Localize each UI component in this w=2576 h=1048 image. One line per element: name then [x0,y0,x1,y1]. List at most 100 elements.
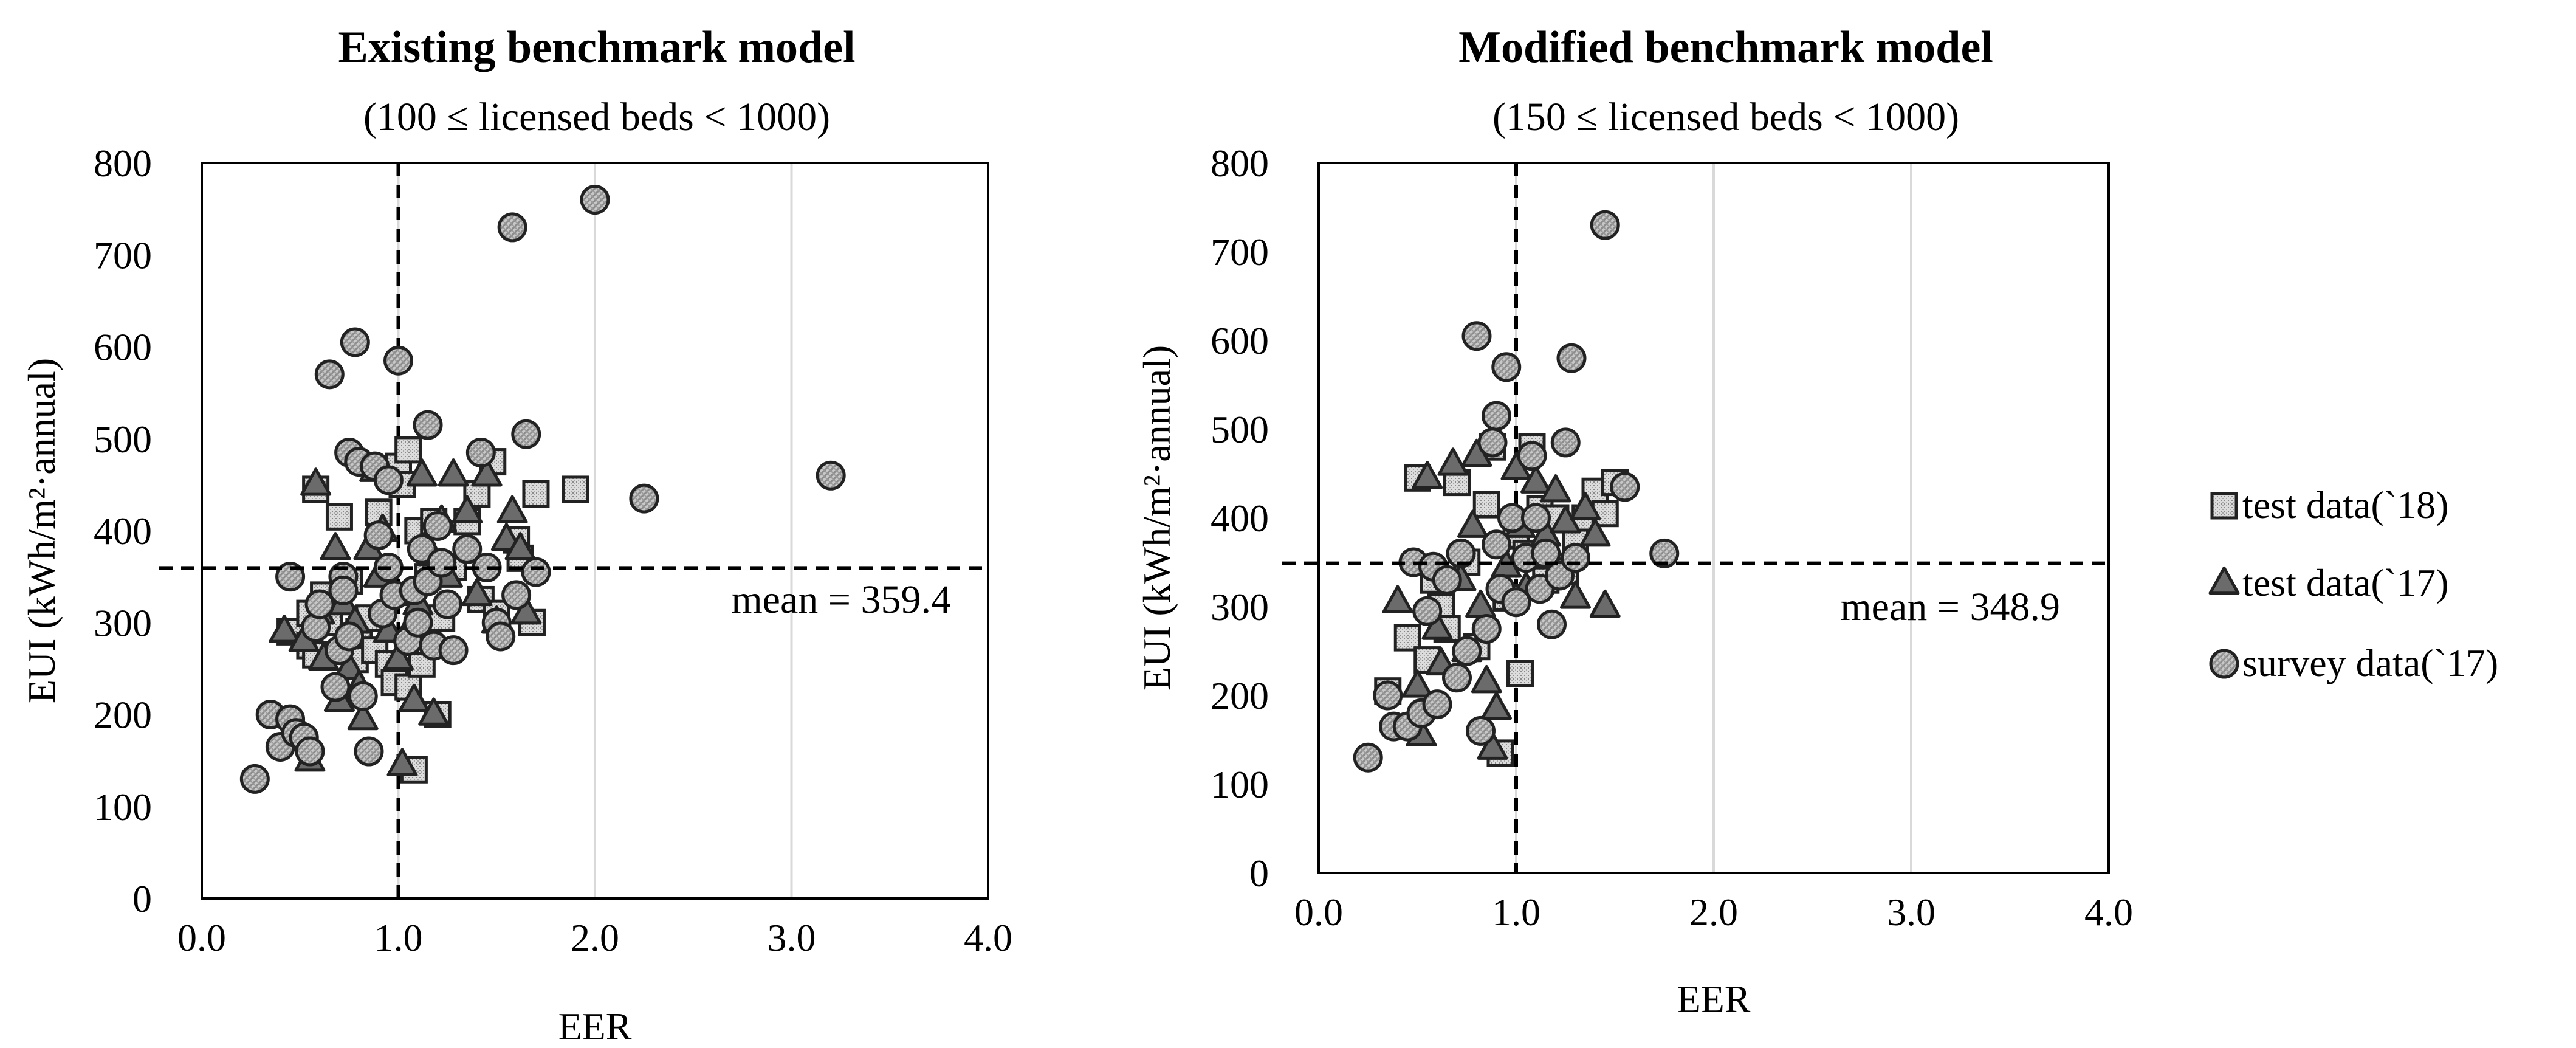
circle-point [427,548,457,578]
circle-point [1550,427,1581,458]
x-tick-label: 3.0 [1887,891,1935,934]
legend-item: test data(`18) [2210,483,2448,526]
triangle-point [1477,731,1508,760]
y-tick-label: 800 [94,142,152,185]
legend: test data(`18) test data(`17) survey data(… [2208,483,2498,684]
y-axis-label: EUI (kWh/m²·annual) [20,358,63,703]
legend-triangle-icon [2208,566,2240,595]
circle-point [1353,742,1383,773]
y-tick-label: 800 [1211,142,1269,185]
y-tick-label: 0 [132,877,152,920]
circle-point [275,562,306,592]
circle-point [304,589,335,619]
x-tick-label: 1.0 [374,916,423,959]
circle-point [816,460,846,491]
y-axis-label: EUI (kWh/m²·annual) [1135,345,1178,691]
circle-point [334,621,365,652]
triangle-point [383,642,414,671]
circle-point [1373,680,1403,711]
triangle-point [1437,447,1469,476]
circle-point [452,534,483,564]
circle-point [1412,596,1443,626]
chart-subtitle: (150 ≤ licensed beds < 1000) [1492,95,1959,139]
circle-point [1482,529,1511,560]
circle-point [1461,321,1492,351]
triangle-point [1589,589,1621,618]
triangle-point [1382,585,1413,613]
square-point [394,436,422,464]
circle-point [432,589,462,619]
triangle-point [504,532,536,560]
triangle-point [1402,669,1433,698]
y-tick-label: 400 [94,509,152,553]
triangle-point [1412,461,1443,489]
legend-item: test data(`17) [2208,561,2448,604]
triangle-point [510,596,542,625]
triangle-point [1481,691,1512,720]
triangle-point [1540,474,1571,503]
circle-point [580,185,610,215]
circle-point [1452,636,1482,666]
x-axis-label: EER [1677,977,1751,1021]
y-tick-label: 500 [1211,408,1269,451]
triangle-point [386,748,418,776]
legend-label: test data(`17) [2242,561,2448,604]
chart-subtitle: (100 ≤ licensed beds < 1000) [363,95,830,139]
y-tick-label: 300 [1211,585,1269,629]
chart-title: Existing benchmark model [338,22,855,72]
triangle-point [438,458,469,487]
circle-point [1610,472,1640,502]
y-tick-label: 200 [94,694,152,737]
circle-point [1517,441,1547,471]
circle-point [521,557,551,587]
y-tick-label: 700 [1211,230,1269,274]
circle-point [1422,689,1452,720]
triangle-point [1457,509,1488,538]
square-point [1393,624,1421,652]
triangle-point [347,702,379,731]
circle-point [328,575,359,605]
y-tick-label: 100 [94,785,152,829]
circle-point [340,327,370,357]
triangle-point [1471,664,1502,694]
circle-point [511,419,541,449]
circle-point [239,764,270,794]
plot-area [201,162,989,900]
square-point [325,503,353,531]
legend-item: survey data(`17) [2209,641,2498,684]
y-tick-label: 500 [94,418,152,461]
y-tick-label: 600 [1211,319,1269,362]
y-tick-label: 100 [1211,763,1269,806]
triangle-point [1560,581,1591,609]
circle-point [373,465,404,495]
circle-point [314,359,345,390]
x-tick-label: 0.0 [1294,891,1343,934]
circle-point [1537,609,1567,639]
chart-panel-existing: Existing benchmark model (100 ≤ licensed … [20,22,1012,1048]
legend-label: test data(`18) [2242,483,2448,526]
y-tick-label: 300 [94,601,152,644]
circle-point [501,580,532,610]
x-tick-label: 4.0 [2084,891,2133,934]
circle-point [1482,401,1511,431]
triangle-point [406,458,438,487]
x-axis-label: EER [558,1005,632,1048]
square-point [1506,660,1534,687]
circle-point [422,511,453,541]
legend-label: survey data(`17) [2242,641,2498,684]
circle-point [438,635,469,666]
chart-title: Modified benchmark model [1458,22,1993,72]
x-tick-label: 1.0 [1492,891,1540,934]
circle-point [320,672,351,702]
triangle-point [269,615,300,643]
circle-point [383,345,413,376]
triangle-point [471,458,503,487]
x-tick-label: 2.0 [571,916,619,959]
series-circle [239,185,846,794]
triangle-point [418,697,450,726]
circle-point [486,621,516,652]
triangle-point [1421,612,1453,640]
y-tick-label: 0 [1249,852,1269,895]
triangle-point [496,495,528,523]
